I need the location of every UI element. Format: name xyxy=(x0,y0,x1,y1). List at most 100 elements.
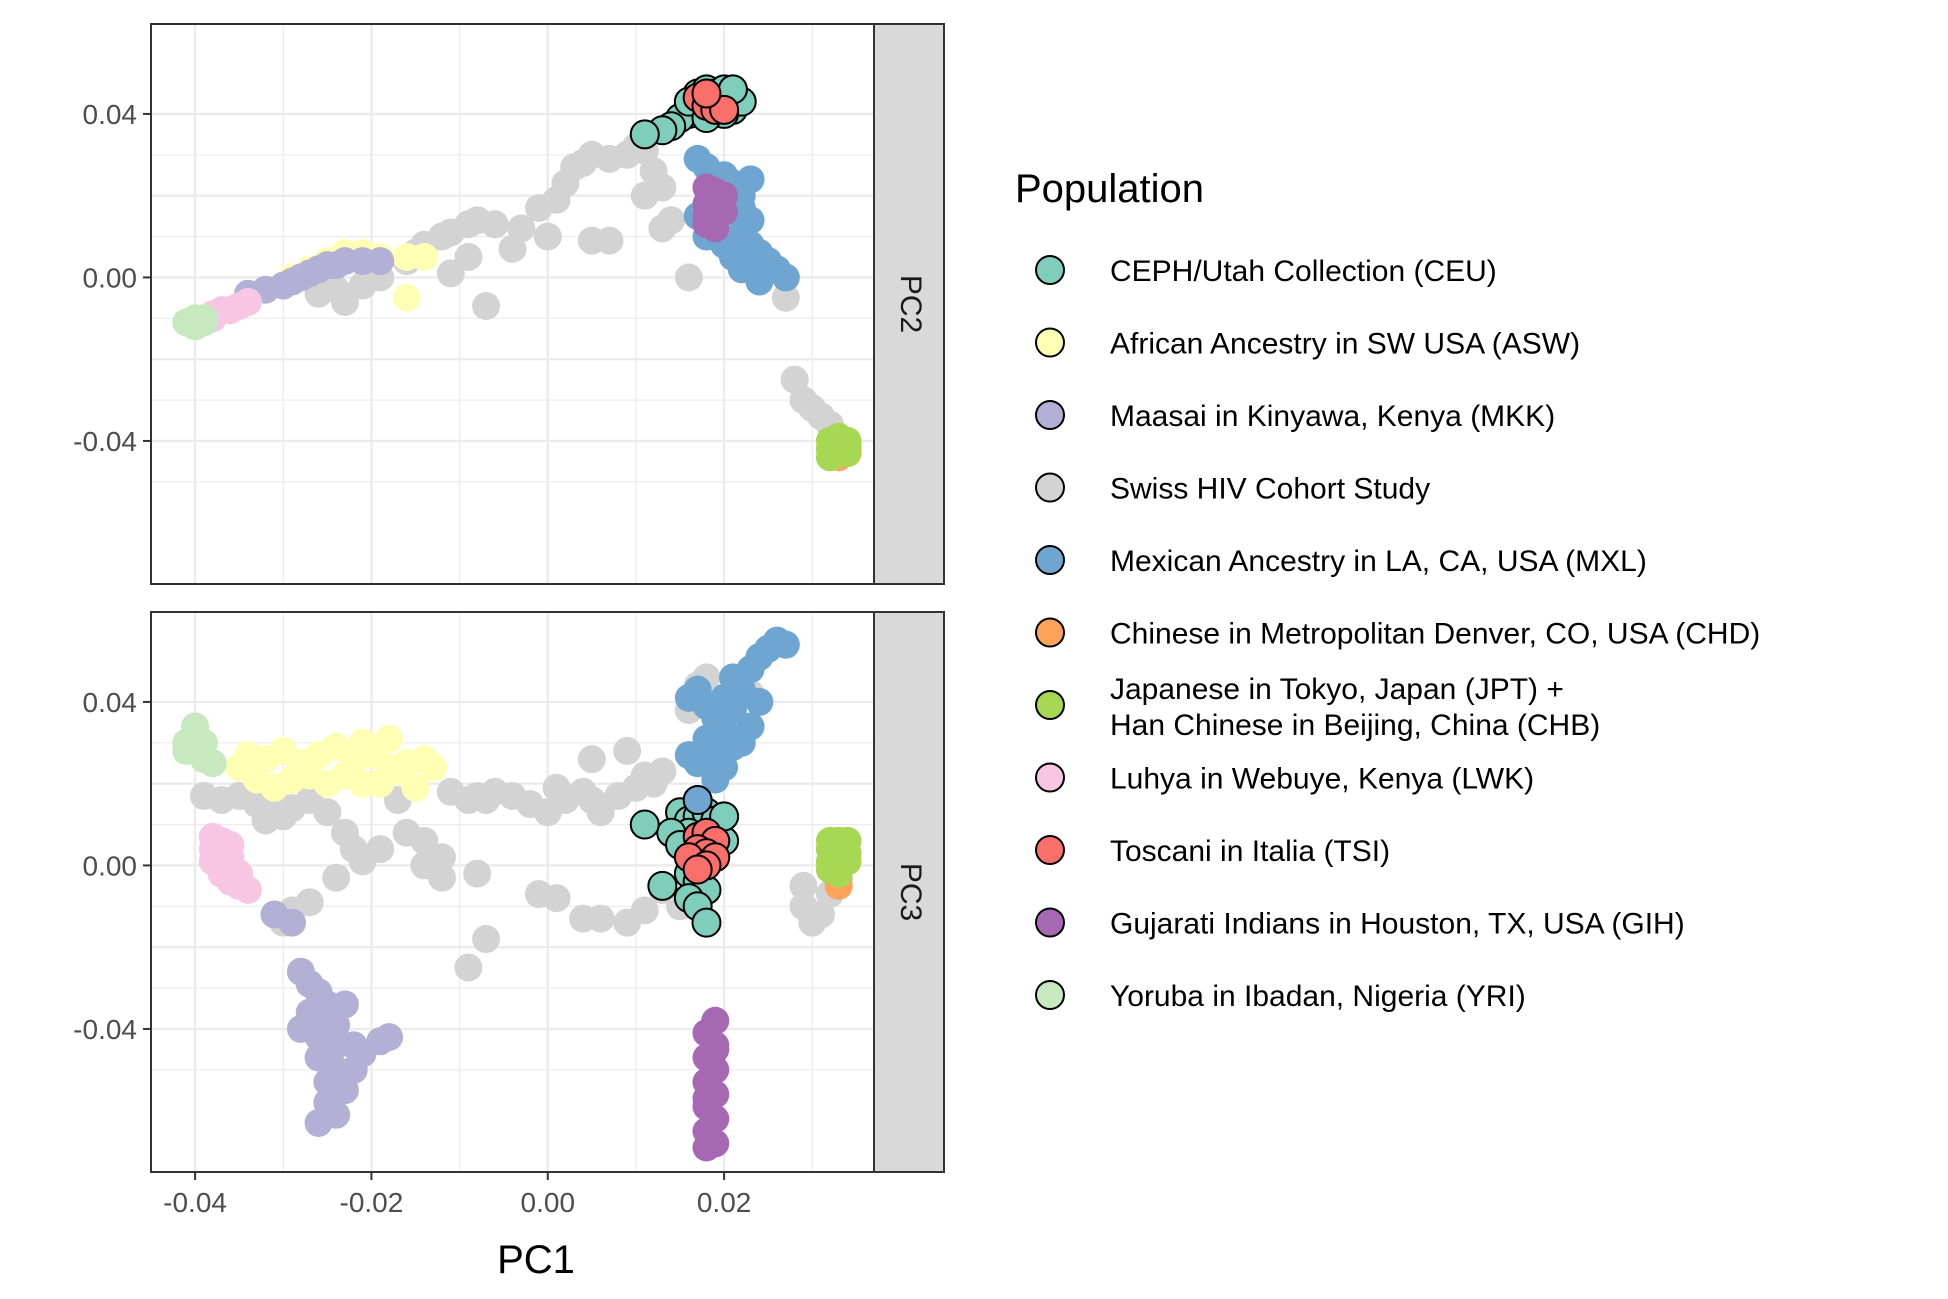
legend-key xyxy=(1035,327,1065,358)
data-point xyxy=(639,769,668,798)
data-point xyxy=(225,859,254,888)
data-point xyxy=(472,925,501,954)
data-point xyxy=(278,908,307,937)
panels-layer: PC2 PC3 xyxy=(150,23,945,1173)
legend-item: Luhya in Webuye, Kenya (LWK) xyxy=(1035,762,1534,796)
data-point xyxy=(630,181,659,210)
points-pc2 xyxy=(172,74,862,472)
x-tick-label: -0.02 xyxy=(340,1187,404,1218)
data-point xyxy=(595,226,624,255)
data-point xyxy=(789,871,818,900)
facet-panel-pc3: PC3 xyxy=(150,611,945,1173)
y-tick-label: 0.04 xyxy=(83,687,138,718)
legend-key xyxy=(1035,835,1065,865)
legend-key xyxy=(1035,762,1065,793)
data-point xyxy=(824,859,853,888)
data-point xyxy=(701,1035,730,1064)
data-point xyxy=(692,1133,721,1162)
y-tick-label: -0.04 xyxy=(73,1014,137,1045)
data-point xyxy=(542,884,571,913)
legend-key xyxy=(1035,255,1065,285)
data-point xyxy=(472,292,501,321)
facet-panel-pc2: PC2 xyxy=(150,23,945,585)
legend-item: Maasai in Kinyawa, Kenya (MKK) xyxy=(1035,400,1555,433)
data-point xyxy=(339,1055,368,1084)
y-tick-label: 0.00 xyxy=(83,850,138,881)
data-point xyxy=(542,773,571,802)
data-point xyxy=(736,712,765,741)
data-point xyxy=(454,242,483,271)
data-point xyxy=(577,745,606,774)
legend-item: CEPH/Utah Collection (CEU) xyxy=(1035,255,1497,288)
data-point xyxy=(366,835,395,864)
data-point xyxy=(436,259,465,288)
legend-label: Mexican Ancestry in LA, CA, USA (MXL) xyxy=(1110,545,1647,578)
x-tick-label: 0.02 xyxy=(697,1187,752,1218)
legend-key xyxy=(1035,907,1065,938)
data-point xyxy=(286,1014,315,1043)
data-point xyxy=(375,1023,404,1052)
data-point xyxy=(771,630,800,659)
legend-label: Swiss HIV Cohort Study xyxy=(1110,473,1430,506)
legend-item: Mexican Ancestry in LA, CA, USA (MXL) xyxy=(1035,545,1647,578)
legend-key xyxy=(1035,400,1065,430)
data-point xyxy=(771,263,800,292)
legend-item: Chinese in Metropolitan Denver, CO, USA … xyxy=(1035,617,1760,651)
legend-item: Swiss HIV Cohort Study xyxy=(1035,472,1430,506)
data-point xyxy=(647,870,678,901)
data-point xyxy=(745,267,774,296)
legend-label: Toscani in Italia (TSI) xyxy=(1110,835,1390,868)
data-point xyxy=(322,1010,351,1039)
legend-label: CEPH/Utah Collection (CEU) xyxy=(1110,255,1497,288)
legend-item: Gujarati Indians in Houston, TX, USA (GI… xyxy=(1035,907,1685,941)
legend: Population CEPH/Utah Collection (CEU) Afr… xyxy=(1015,167,1760,1013)
legend-label: Han Chinese in Beijing, China (CHB) xyxy=(1110,709,1600,742)
legend-item: Toscani in Italia (TSI) xyxy=(1035,835,1390,868)
legend-label: Chinese in Metropolitan Denver, CO, USA … xyxy=(1110,618,1760,651)
data-point xyxy=(313,798,342,827)
data-point xyxy=(269,802,298,831)
data-point xyxy=(682,785,713,816)
legend-label: Gujarati Indians in Houston, TX, USA (GI… xyxy=(1110,908,1685,941)
x-tick-label: 0.00 xyxy=(521,1187,576,1218)
data-point xyxy=(586,798,615,827)
y-tick-label: 0.04 xyxy=(83,99,138,130)
data-point xyxy=(330,287,359,316)
data-point xyxy=(419,753,448,782)
data-point xyxy=(427,863,456,892)
y-tick-label: -0.04 xyxy=(73,426,137,457)
data-point xyxy=(198,749,227,778)
data-point xyxy=(242,765,271,794)
data-point xyxy=(710,181,739,210)
data-point xyxy=(691,907,722,938)
data-point xyxy=(824,826,853,855)
legend-key xyxy=(1035,980,1065,1010)
facet-strip xyxy=(873,611,945,1173)
data-point xyxy=(586,904,615,933)
legend-key xyxy=(1035,617,1065,648)
legend-label: Yoruba in Ibadan, Nigeria (YRI) xyxy=(1110,980,1526,1013)
data-point xyxy=(674,741,703,770)
legend-label: Japanese in Tokyo, Japan (JPT) + xyxy=(1110,673,1564,706)
x-tick-label: -0.04 xyxy=(163,1187,227,1218)
data-point xyxy=(691,78,722,109)
data-point xyxy=(366,247,395,276)
data-point xyxy=(322,863,351,892)
data-point xyxy=(613,736,642,765)
data-point xyxy=(375,724,404,753)
legend-label: Maasai in Kinyawa, Kenya (MKK) xyxy=(1110,400,1555,433)
data-point xyxy=(410,826,439,855)
data-point xyxy=(736,165,765,194)
data-point xyxy=(454,953,483,982)
legend-label: African Ancestry in SW USA (ASW) xyxy=(1110,328,1580,361)
data-point xyxy=(189,304,218,333)
data-point xyxy=(674,263,703,292)
y-tick-label: 0.00 xyxy=(83,262,138,293)
data-point xyxy=(392,283,421,312)
legend-item: Japanese in Tokyo, Japan (JPT) +Han Chin… xyxy=(1035,673,1600,742)
legend-item: Yoruba in Ibadan, Nigeria (YRI) xyxy=(1035,980,1526,1013)
data-point xyxy=(410,242,439,271)
legend-label: Luhya in Webuye, Kenya (LWK) xyxy=(1110,763,1534,796)
data-point xyxy=(682,854,713,885)
data-point xyxy=(348,728,377,757)
